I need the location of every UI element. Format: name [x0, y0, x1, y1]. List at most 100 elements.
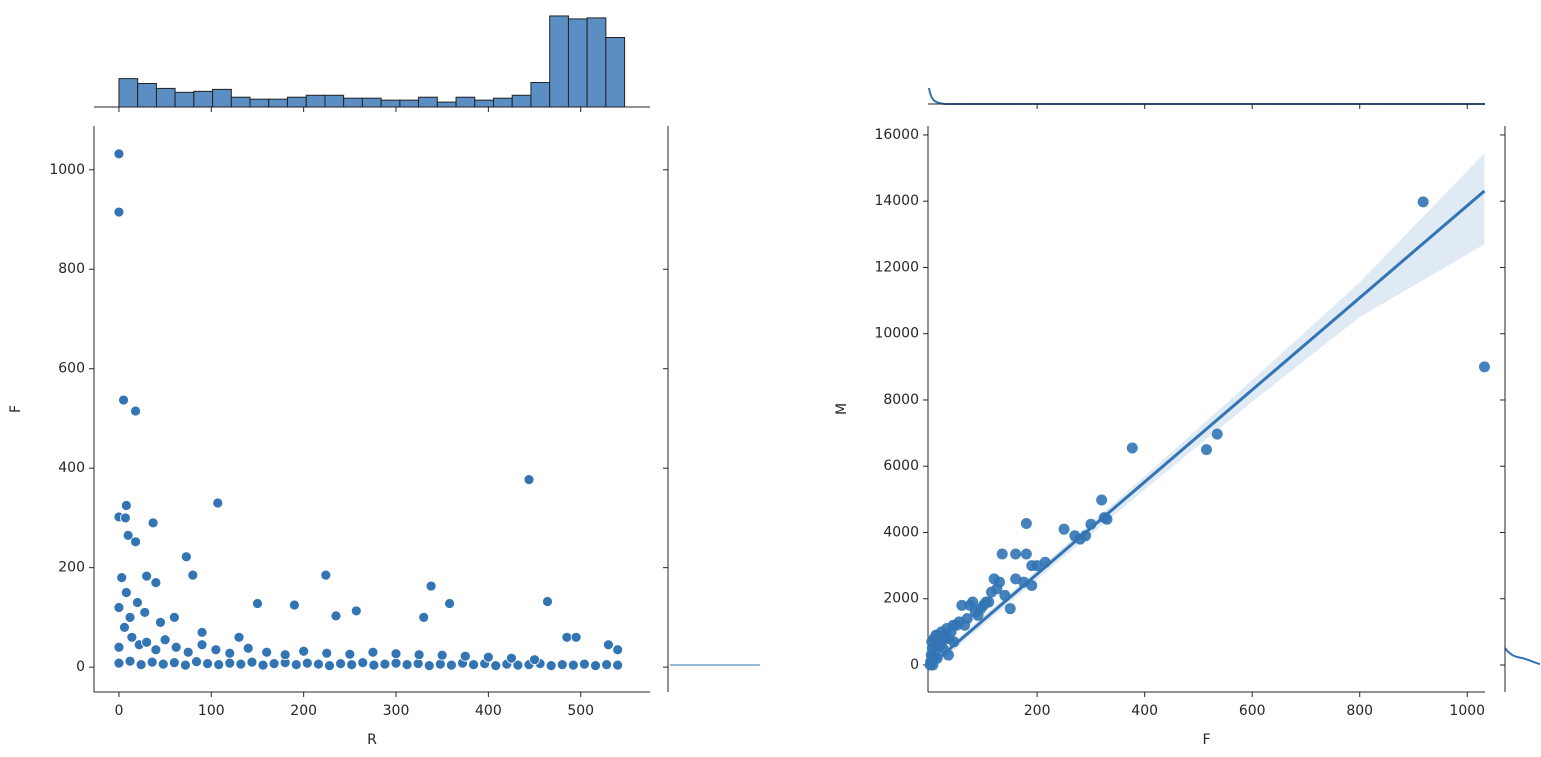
y-tick-label: 2000: [883, 591, 919, 607]
hist-bar: [174, 91, 195, 108]
point: [357, 657, 369, 669]
hist-bar: [605, 36, 626, 108]
point: [418, 611, 430, 623]
point: [943, 632, 955, 644]
point: [556, 659, 568, 671]
y-tick-label: 400: [58, 460, 85, 476]
hist-bar: [212, 88, 232, 108]
y-tick-label: 12000: [874, 259, 919, 275]
point: [180, 551, 192, 563]
marginal-y-density: [1504, 647, 1541, 665]
point: [1201, 444, 1212, 456]
point: [390, 648, 402, 660]
point: [335, 658, 346, 670]
point: [132, 597, 143, 608]
point: [180, 659, 191, 671]
point: [994, 576, 1006, 588]
point: [390, 657, 402, 669]
point: [330, 610, 342, 622]
x-tick-label: 0: [114, 703, 123, 719]
hist-bar: [436, 101, 457, 108]
point: [320, 569, 332, 581]
point: [187, 569, 199, 581]
point: [141, 570, 153, 582]
point: [147, 517, 159, 529]
x-axis-label: R: [367, 732, 377, 748]
point: [570, 631, 582, 643]
point: [1417, 196, 1429, 208]
point: [124, 655, 136, 667]
point: [268, 658, 280, 670]
hist-bar: [324, 94, 345, 108]
point: [150, 644, 162, 656]
point: [523, 474, 535, 486]
point: [321, 647, 333, 659]
point: [436, 649, 448, 661]
point: [579, 658, 590, 670]
point: [210, 644, 222, 656]
point: [130, 405, 141, 417]
y-axis-label: F: [8, 405, 24, 413]
point: [346, 659, 358, 671]
hist-bar: [474, 99, 495, 108]
point: [996, 548, 1008, 560]
hist-bar: [286, 96, 307, 108]
point: [350, 605, 362, 617]
x-tick-label: 400: [475, 703, 502, 719]
hist-bar: [249, 98, 270, 108]
hist-bar: [155, 87, 176, 108]
point: [122, 529, 134, 541]
hist-bar: [268, 98, 288, 108]
point: [490, 660, 502, 672]
point: [168, 611, 180, 623]
point: [298, 645, 310, 657]
point: [1010, 573, 1022, 585]
point: [196, 626, 208, 638]
hist-bar: [118, 78, 139, 108]
y-tick-label: 16000: [874, 127, 919, 143]
point: [279, 649, 291, 661]
point: [413, 649, 425, 661]
x-tick-label: 500: [567, 703, 594, 719]
point: [170, 641, 182, 653]
point: [612, 644, 624, 656]
point: [459, 650, 471, 662]
point: [157, 658, 169, 670]
hist-bar: [137, 83, 157, 108]
point: [301, 657, 313, 669]
point: [290, 659, 302, 671]
point: [1096, 494, 1108, 506]
point: [246, 656, 258, 668]
hist-bar: [455, 96, 476, 108]
hist-bar: [511, 94, 532, 108]
point: [1058, 523, 1070, 535]
point: [191, 656, 202, 668]
point: [113, 657, 125, 669]
hist-bar: [586, 17, 607, 108]
y-tick-label: 8000: [883, 392, 919, 408]
hist-bar: [380, 99, 401, 108]
point: [956, 599, 968, 611]
point: [567, 659, 579, 671]
hist-bar: [399, 99, 420, 108]
point: [168, 657, 180, 669]
point: [182, 646, 194, 658]
point: [289, 599, 300, 611]
point: [545, 660, 557, 672]
hist-bar: [418, 96, 438, 108]
point: [224, 647, 236, 659]
point: [412, 658, 424, 670]
point: [113, 148, 125, 160]
y-tick-label: 14000: [874, 193, 919, 209]
point: [261, 646, 273, 658]
point: [1020, 518, 1032, 530]
x-tick-label: 400: [1131, 703, 1158, 719]
point: [344, 648, 356, 660]
point: [113, 641, 125, 653]
y-tick-label: 800: [58, 261, 85, 277]
point: [242, 642, 254, 654]
y-tick-label: 6000: [883, 458, 919, 474]
point: [120, 512, 131, 524]
point: [113, 206, 125, 218]
y-tick-label: 0: [910, 657, 919, 673]
